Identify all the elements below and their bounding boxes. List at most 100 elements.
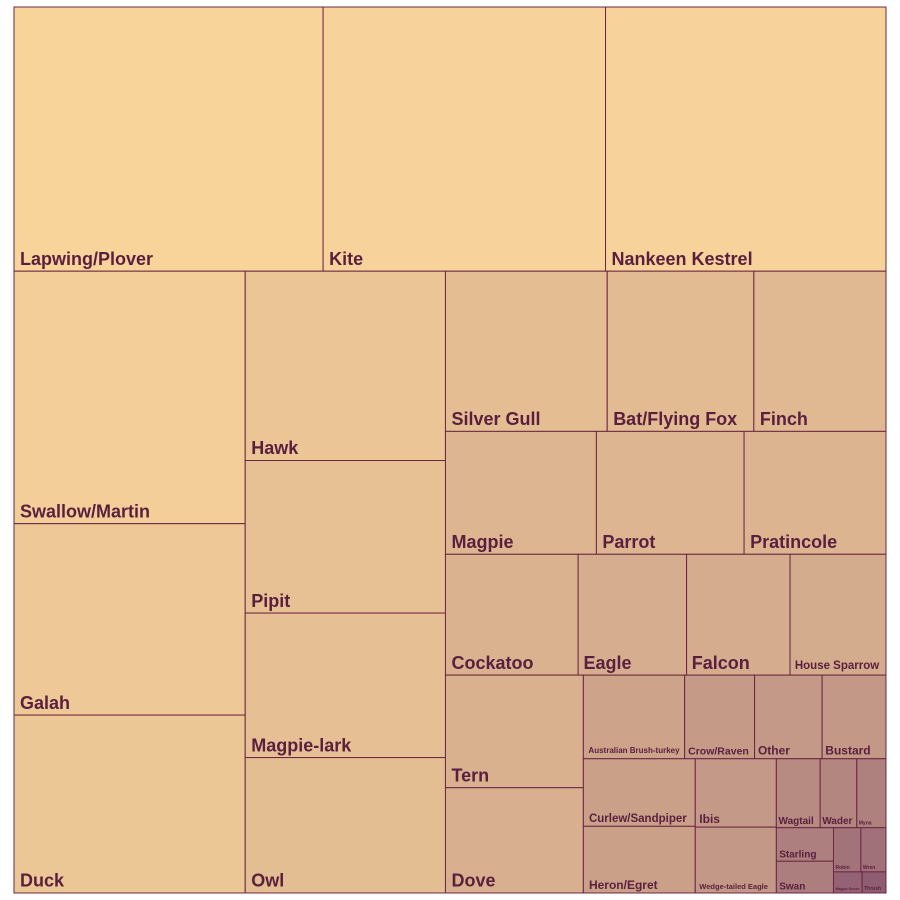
tile-rect-thrush bbox=[861, 871, 887, 894]
tile-pratincole: Pratincole bbox=[743, 430, 887, 555]
tile-label-owl: Owl bbox=[251, 871, 284, 891]
tile-pipit: Pipit bbox=[244, 460, 446, 614]
tile-label-hawk: Hawk bbox=[251, 438, 299, 458]
tile-label-wren: Wren bbox=[863, 865, 875, 871]
tile-other: Other bbox=[754, 674, 823, 760]
tile-magpie: Magpie bbox=[444, 430, 597, 555]
tile-rect-myna bbox=[856, 758, 887, 829]
tile-lapwing-plover: Lapwing/Plover bbox=[13, 6, 324, 272]
tile-tern: Tern bbox=[444, 674, 584, 789]
tile-label-duck: Duck bbox=[20, 871, 65, 891]
tile-label-dove: Dove bbox=[451, 871, 495, 891]
tile-label-falcon: Falcon bbox=[692, 653, 750, 673]
tile-parrot: Parrot bbox=[595, 430, 745, 555]
tile-rect-australian-brush-turkey bbox=[582, 674, 686, 760]
tile-label-other: Other bbox=[758, 744, 790, 758]
tile-rect-swan bbox=[775, 860, 834, 894]
tile-label-galah: Galah bbox=[20, 693, 70, 713]
tile-rect-pipit bbox=[244, 460, 446, 614]
tile-magpie-lark: Magpie-lark bbox=[244, 612, 446, 759]
tile-myna: Myna bbox=[856, 758, 887, 829]
tile-label-curlew-sandpiper: Curlew/Sandpiper bbox=[589, 813, 687, 825]
treemap-tiles: Lapwing/Plover Kite Nankeen Kestrel Swallow… bbox=[13, 6, 887, 894]
tile-rect-starling bbox=[775, 827, 834, 862]
tile-rect-ibis bbox=[694, 758, 777, 828]
tile-house-sparrow: House Sparrow bbox=[789, 553, 887, 676]
tile-label-eagle: Eagle bbox=[584, 653, 632, 673]
tile-label-robin: Robin bbox=[835, 865, 849, 871]
tile-rect-silver-gull bbox=[444, 270, 608, 432]
tile-thrush: Thrush bbox=[861, 871, 887, 894]
tile-label-parrot: Parrot bbox=[602, 532, 655, 552]
tile-rect-bat-flying-fox bbox=[606, 270, 755, 432]
tile-starling: Starling bbox=[775, 827, 834, 862]
tile-bat-flying-fox: Bat/Flying Fox bbox=[606, 270, 755, 432]
tile-rect-wader bbox=[819, 758, 858, 829]
tile-swallow-martin: Swallow/Martin bbox=[13, 270, 246, 525]
tile-label-crow-raven: Crow/Raven bbox=[688, 746, 749, 758]
tile-australian-brush-turkey: Australian Brush-turkey bbox=[582, 674, 686, 760]
tile-label-magpie-lark: Magpie-lark bbox=[251, 735, 352, 755]
tile-swan: Swan bbox=[775, 860, 834, 894]
tile-label-australian-brush-turkey: Australian Brush-turkey bbox=[588, 746, 680, 755]
tile-rect-duck bbox=[13, 714, 246, 894]
tile-kite: Kite bbox=[322, 6, 607, 272]
tile-finch: Finch bbox=[753, 270, 887, 432]
tile-label-lapwing-plover: Lapwing/Plover bbox=[20, 249, 153, 269]
tile-wren: Wren bbox=[860, 827, 887, 873]
tile-rect-hawk bbox=[244, 270, 446, 462]
tile-rect-eagle bbox=[577, 553, 688, 676]
tile-label-tern: Tern bbox=[451, 765, 489, 785]
tile-curlew-sandpiper: Curlew/Sandpiper bbox=[582, 758, 696, 827]
tile-wedge-tailed-eagle: Wedge-tailed Eagle bbox=[694, 826, 777, 894]
tile-label-starling: Starling bbox=[779, 850, 816, 861]
tile-rect-bustard bbox=[821, 674, 887, 760]
tile-rect-finch bbox=[753, 270, 887, 432]
tile-rect-parrot bbox=[595, 430, 745, 555]
tile-rect-owl bbox=[244, 757, 446, 894]
tile-label-swan: Swan bbox=[779, 882, 805, 893]
tile-rect-kite bbox=[322, 6, 607, 272]
tile-rect-wagtail bbox=[775, 758, 821, 829]
tile-robin: Robin bbox=[832, 827, 862, 873]
tile-rect-lapwing-plover bbox=[13, 6, 324, 272]
tile-label-thrush: Thrush bbox=[864, 886, 881, 892]
tile-label-magpie: Magpie bbox=[451, 532, 513, 552]
tile-label-kite: Kite bbox=[329, 249, 363, 269]
tile-label-bustard: Bustard bbox=[825, 744, 870, 758]
tile-rect-house-sparrow bbox=[789, 553, 887, 676]
tile-label-silver-gull: Silver Gull bbox=[451, 409, 540, 429]
tile-falcon: Falcon bbox=[686, 553, 791, 676]
tile-ibis: Ibis bbox=[694, 758, 777, 828]
tile-label-wader: Wader bbox=[822, 816, 852, 827]
tile-label-heron-egret: Heron/Egret bbox=[589, 878, 658, 892]
tile-rect-magpie-lark bbox=[244, 612, 446, 759]
tile-rect-wedge-tailed-eagle bbox=[694, 826, 777, 894]
tile-label-wagtail: Wagtail bbox=[779, 816, 814, 827]
tile-heron-egret: Heron/Egret bbox=[582, 825, 696, 894]
tile-rect-tern bbox=[444, 674, 584, 789]
tile-rect-other bbox=[754, 674, 823, 760]
tile-label-cockatoo: Cockatoo bbox=[451, 653, 533, 673]
tile-label-myna: Myna bbox=[859, 821, 872, 827]
tile-wader: Wader bbox=[819, 758, 858, 829]
tile-label-house-sparrow: House Sparrow bbox=[795, 660, 879, 672]
tile-galah: Galah bbox=[13, 523, 246, 716]
tile-rect-pratincole bbox=[743, 430, 887, 555]
tile-rect-magpie bbox=[444, 430, 597, 555]
tile-crow-raven: Crow/Raven bbox=[684, 674, 756, 760]
tile-silver-gull: Silver Gull bbox=[444, 270, 608, 432]
tile-eagle: Eagle bbox=[577, 553, 688, 676]
tile-hawk: Hawk bbox=[244, 270, 446, 462]
tile-label-bat-flying-fox: Bat/Flying Fox bbox=[613, 409, 737, 429]
tile-duck: Duck bbox=[13, 714, 246, 894]
tile-label-nankeen-kestrel: Nankeen Kestrel bbox=[612, 249, 753, 269]
tile-label-pratincole: Pratincole bbox=[750, 532, 837, 552]
tile-rect-heron-egret bbox=[582, 825, 696, 894]
tile-rect-crow-raven bbox=[684, 674, 756, 760]
tile-label-pipit: Pipit bbox=[251, 591, 290, 611]
tile-bustard: Bustard bbox=[821, 674, 887, 760]
tile-rect-galah bbox=[13, 523, 246, 716]
tile-wagtail: Wagtail bbox=[775, 758, 821, 829]
